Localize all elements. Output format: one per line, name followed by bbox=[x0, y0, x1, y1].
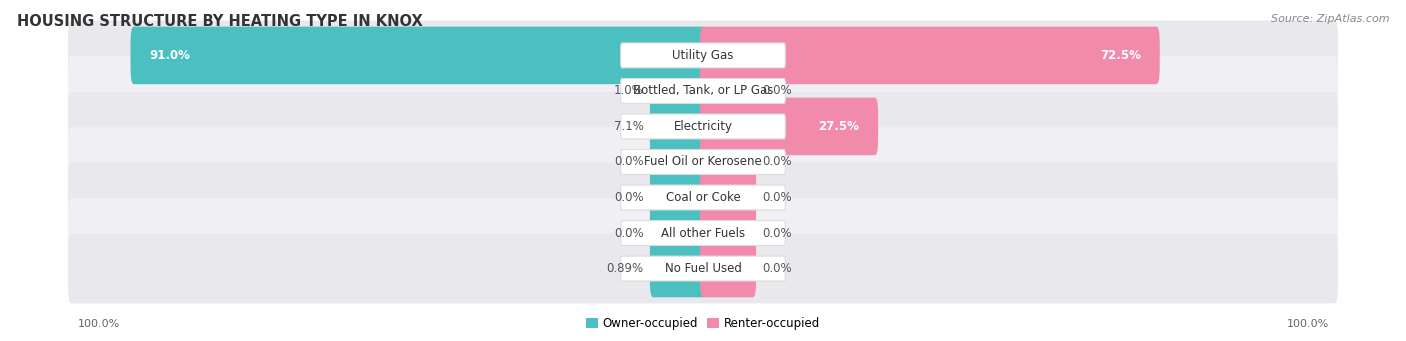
FancyBboxPatch shape bbox=[700, 133, 756, 191]
Text: 72.5%: 72.5% bbox=[1099, 49, 1142, 62]
Text: 27.5%: 27.5% bbox=[818, 120, 859, 133]
Text: 0.0%: 0.0% bbox=[614, 191, 644, 204]
FancyBboxPatch shape bbox=[67, 198, 1339, 268]
FancyBboxPatch shape bbox=[620, 43, 786, 68]
FancyBboxPatch shape bbox=[650, 204, 706, 262]
FancyBboxPatch shape bbox=[700, 169, 756, 226]
FancyBboxPatch shape bbox=[131, 27, 706, 84]
FancyBboxPatch shape bbox=[650, 133, 706, 191]
FancyBboxPatch shape bbox=[620, 256, 786, 281]
FancyBboxPatch shape bbox=[650, 240, 706, 297]
Text: No Fuel Used: No Fuel Used bbox=[665, 262, 741, 275]
Text: Bottled, Tank, or LP Gas: Bottled, Tank, or LP Gas bbox=[633, 85, 773, 98]
Text: 0.0%: 0.0% bbox=[762, 262, 792, 275]
FancyBboxPatch shape bbox=[700, 62, 756, 120]
Text: 1.0%: 1.0% bbox=[614, 85, 644, 98]
Text: Coal or Coke: Coal or Coke bbox=[665, 191, 741, 204]
FancyBboxPatch shape bbox=[67, 92, 1339, 161]
Text: All other Fuels: All other Fuels bbox=[661, 226, 745, 239]
FancyBboxPatch shape bbox=[67, 234, 1339, 303]
Text: 0.0%: 0.0% bbox=[762, 191, 792, 204]
Text: 0.0%: 0.0% bbox=[614, 226, 644, 239]
Text: 0.0%: 0.0% bbox=[762, 85, 792, 98]
FancyBboxPatch shape bbox=[67, 56, 1339, 126]
FancyBboxPatch shape bbox=[67, 127, 1339, 197]
FancyBboxPatch shape bbox=[620, 150, 786, 174]
Text: HOUSING STRUCTURE BY HEATING TYPE IN KNOX: HOUSING STRUCTURE BY HEATING TYPE IN KNO… bbox=[17, 14, 423, 29]
FancyBboxPatch shape bbox=[620, 185, 786, 210]
FancyBboxPatch shape bbox=[700, 240, 756, 297]
Text: 0.0%: 0.0% bbox=[762, 155, 792, 168]
FancyBboxPatch shape bbox=[700, 27, 1160, 84]
Text: 0.0%: 0.0% bbox=[614, 155, 644, 168]
Text: Electricity: Electricity bbox=[673, 120, 733, 133]
Text: 0.0%: 0.0% bbox=[762, 226, 792, 239]
Legend: Owner-occupied, Renter-occupied: Owner-occupied, Renter-occupied bbox=[581, 313, 825, 335]
Text: 91.0%: 91.0% bbox=[149, 49, 190, 62]
FancyBboxPatch shape bbox=[620, 221, 786, 246]
FancyBboxPatch shape bbox=[620, 114, 786, 139]
FancyBboxPatch shape bbox=[700, 98, 879, 155]
FancyBboxPatch shape bbox=[700, 204, 756, 262]
Text: 7.1%: 7.1% bbox=[613, 120, 644, 133]
FancyBboxPatch shape bbox=[620, 78, 786, 103]
Text: 100.0%: 100.0% bbox=[1286, 319, 1329, 329]
Text: Fuel Oil or Kerosene: Fuel Oil or Kerosene bbox=[644, 155, 762, 168]
Text: Source: ZipAtlas.com: Source: ZipAtlas.com bbox=[1271, 14, 1389, 24]
FancyBboxPatch shape bbox=[650, 169, 706, 226]
Text: Utility Gas: Utility Gas bbox=[672, 49, 734, 62]
FancyBboxPatch shape bbox=[67, 163, 1339, 232]
Text: 0.89%: 0.89% bbox=[606, 262, 644, 275]
FancyBboxPatch shape bbox=[650, 62, 706, 120]
FancyBboxPatch shape bbox=[67, 20, 1339, 90]
FancyBboxPatch shape bbox=[650, 98, 706, 155]
Text: 100.0%: 100.0% bbox=[77, 319, 120, 329]
